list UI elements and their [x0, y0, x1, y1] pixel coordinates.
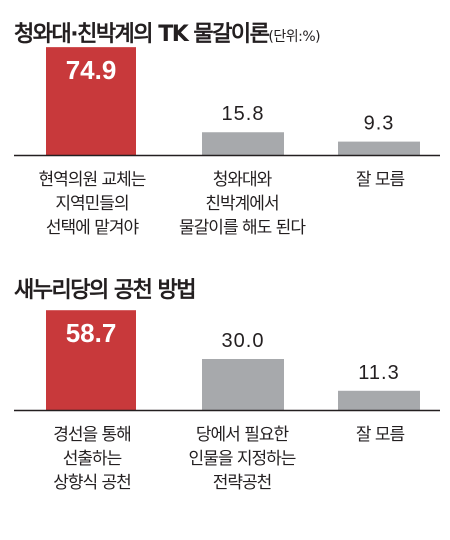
chart1-category-label-2-line-3: 물갈이를 해도 된다 — [179, 218, 306, 238]
chart1-value-label-3: 9.3 — [364, 113, 395, 135]
chart1-category-label-2-line-1: 청와대와 — [213, 170, 273, 190]
chart2-value-label-3: 11.3 — [358, 362, 399, 384]
chart2-category-label-1-line-2: 선출하는 — [63, 449, 122, 469]
chart1-bar-1 — [46, 47, 136, 156]
chart2-category-label-1-line-1: 경선을 통해 — [53, 425, 131, 445]
chart1-category-label-1-line-3: 선택에 맡겨야 — [46, 218, 140, 238]
chart1-value-label-2: 15.8 — [222, 103, 265, 125]
chart2-category-label-2-line-3: 전략공천 — [213, 473, 272, 493]
chart1-category-label-3-line-1: 잘 모름 — [356, 170, 405, 190]
chart2-bar-2 — [202, 359, 284, 410]
chart2-value-label-2: 30.0 — [222, 330, 265, 352]
chart1-category-label-1-line-2: 지역민들의 — [55, 194, 128, 214]
chart1-value-label-1: 74.9 — [66, 55, 117, 85]
chart2-bar-3 — [338, 390, 420, 410]
chart1-title-text: 청와대·친박계의 TK 물갈이론 — [14, 22, 270, 47]
chart1-bar-2 — [202, 132, 284, 155]
chart2-title-text: 새누리당의 공천 방법 — [14, 278, 196, 303]
chart2-category-label-2-line-1: 당에서 필요한 — [196, 425, 290, 445]
chart1-category-label-1-line-1: 현역의원 교체는 — [39, 170, 146, 190]
chart2-title: 새누리당의 공천 방법 — [14, 272, 196, 304]
chart2-category-label-3-line-1: 잘 모름 — [356, 425, 405, 445]
chart1-unit-note: (단위:%) — [268, 29, 321, 45]
chart1-title: 청와대·친박계의 TK 물갈이론(단위:%) — [14, 16, 321, 48]
chart2-value-label-1: 58.7 — [66, 318, 117, 348]
chart2-bar-1 — [46, 310, 136, 410]
chart1-category-label-2-line-2: 친박계에서 — [205, 194, 278, 214]
chart1-bar-3 — [338, 141, 420, 155]
chart2-category-label-1-line-3: 상향식 공천 — [53, 473, 131, 493]
chart2-category-label-2-line-2: 인물을 지정하는 — [189, 449, 296, 469]
